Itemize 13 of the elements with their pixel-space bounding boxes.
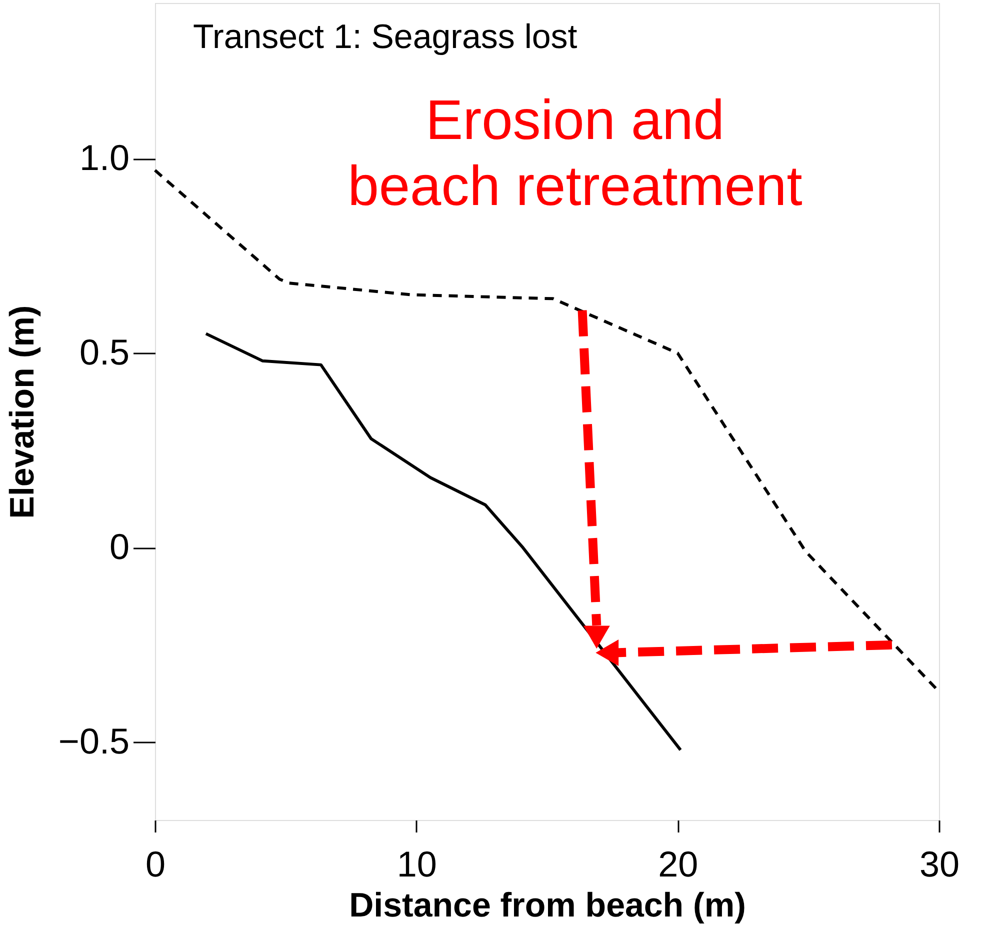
y-tick-label: 0.5 <box>79 332 130 373</box>
annotation: Erosion and beach retreatment <box>348 88 803 217</box>
x-tick-label: 10 <box>396 844 437 884</box>
x-tick-label: 0 <box>145 844 166 884</box>
y-tick-label: −0.5 <box>58 720 130 762</box>
chart-title: Transect 1: Seagrass lost <box>193 18 578 56</box>
x-tick-label: 30 <box>919 844 960 884</box>
y-tick-label: 1.0 <box>79 137 130 178</box>
line-series <box>204 332 682 752</box>
x-axis-title: Distance from beach (m) <box>349 886 746 924</box>
y-tick-label: 0 <box>109 526 130 568</box>
y-axis-title: Elevation (m) <box>3 305 42 519</box>
x-tick-label: 20 <box>658 844 698 884</box>
